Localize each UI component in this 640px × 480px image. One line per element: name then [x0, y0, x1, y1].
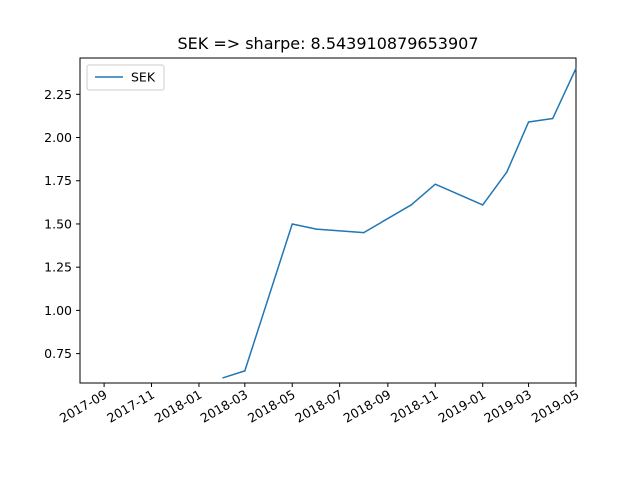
y-tick-label: 1.00 — [44, 303, 72, 318]
data-point — [315, 228, 318, 230]
plot-frame — [79, 57, 577, 384]
series-line-sek — [222, 68, 577, 379]
legend-label-sek: SEK — [131, 70, 156, 85]
data-point — [481, 204, 484, 206]
chart-title: SEK => sharpe: 8.543910879653907 — [177, 34, 478, 53]
y-tick-label: 1.50 — [44, 216, 72, 231]
y-axis: 0.75 1.00 1.25 1.50 1.75 2.00 2.25 — [44, 87, 80, 361]
series-layer — [222, 67, 577, 379]
y-tick-label: 1.75 — [44, 173, 72, 188]
data-point — [291, 223, 293, 225]
data-point — [244, 370, 246, 372]
legend: SEK — [86, 64, 165, 91]
y-tick-label: 1.25 — [44, 260, 72, 275]
data-point — [551, 117, 554, 120]
data-point — [527, 121, 530, 123]
data-point — [222, 377, 224, 379]
data-point — [410, 204, 412, 206]
y-tick-label: 2.00 — [44, 130, 72, 145]
data-point — [434, 183, 437, 185]
y-tick-label: 2.25 — [44, 87, 72, 102]
data-point — [575, 67, 577, 70]
data-point — [363, 231, 365, 234]
legend-box — [86, 64, 165, 91]
data-point — [506, 171, 508, 173]
y-tick-label: 0.75 — [44, 346, 72, 361]
